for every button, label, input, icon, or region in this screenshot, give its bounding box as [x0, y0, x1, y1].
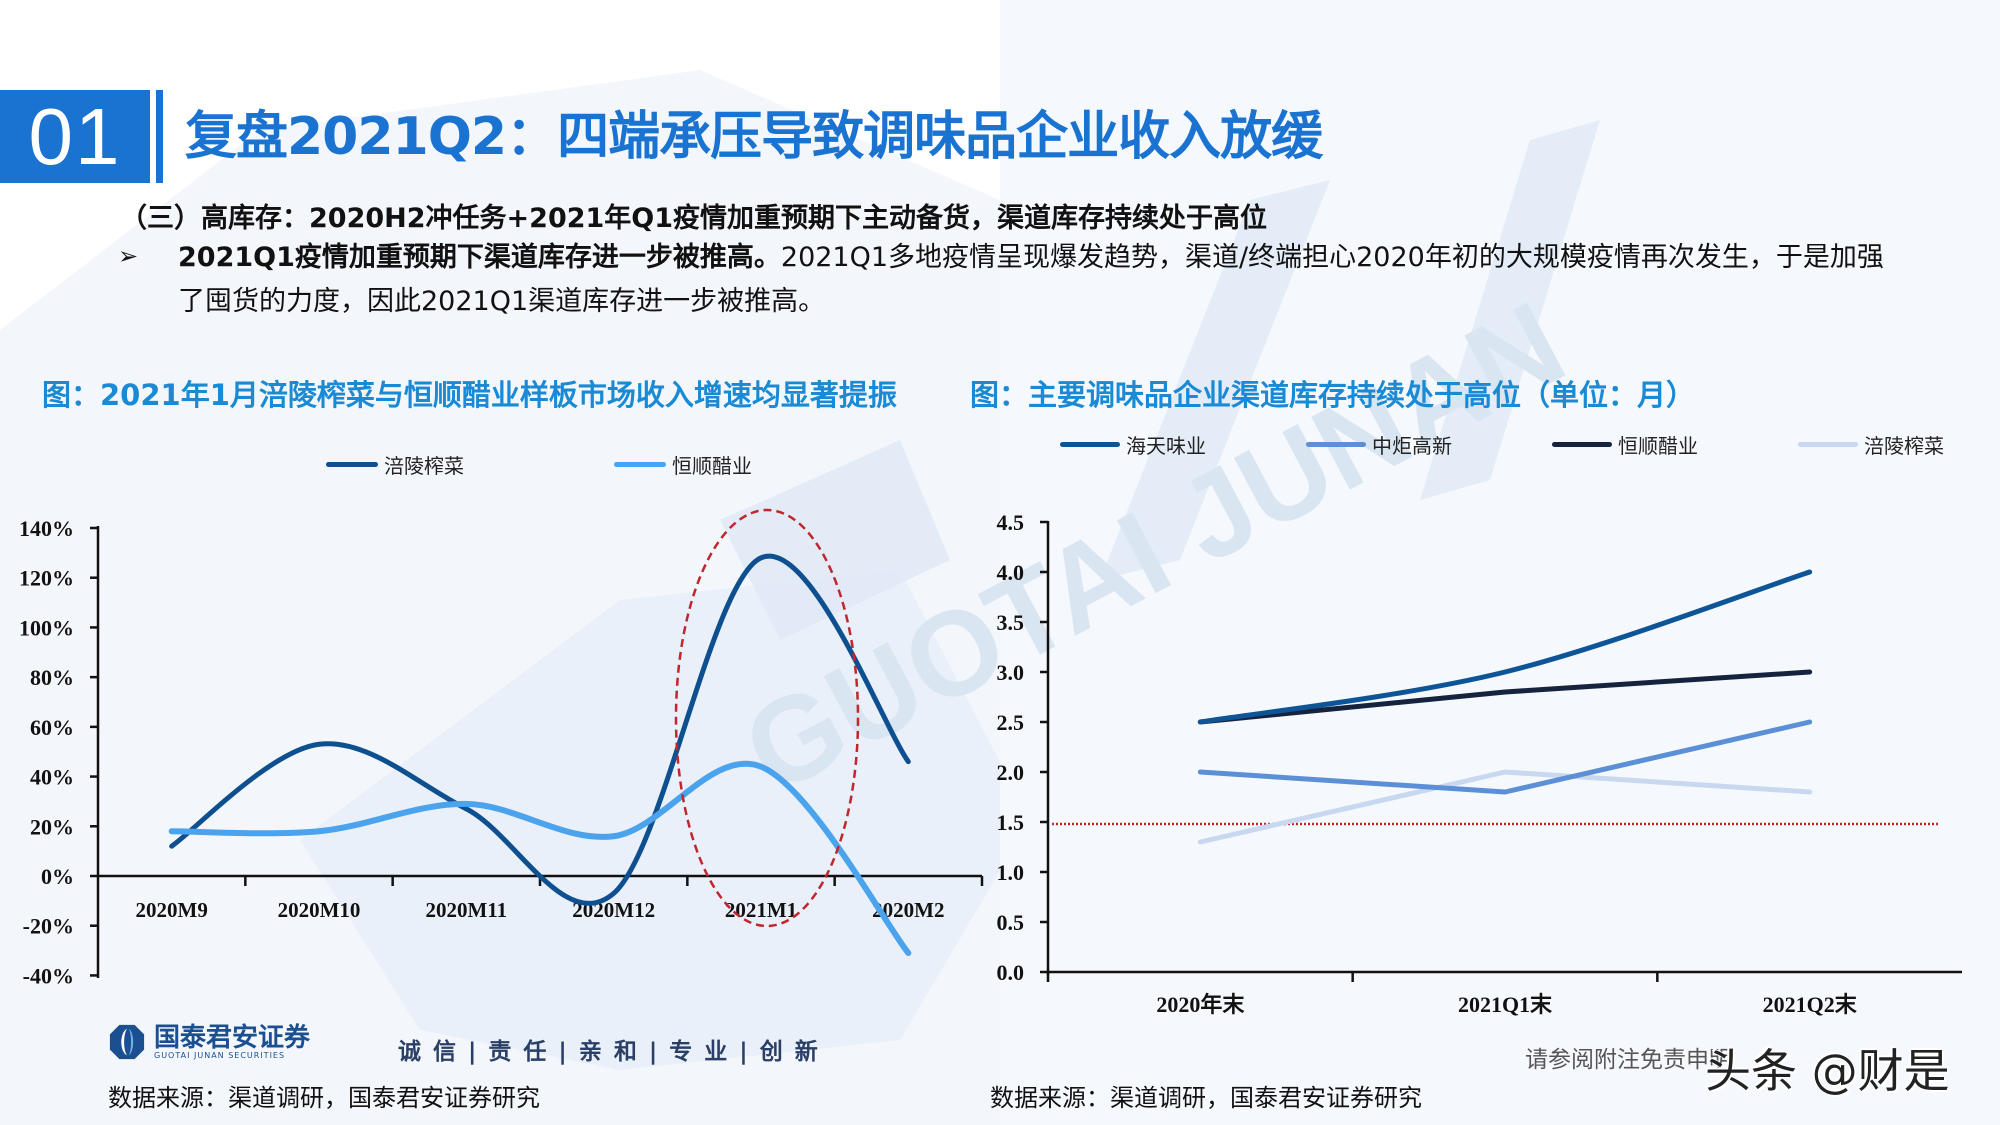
- right-line-chart: 4.54.03.53.02.52.01.51.00.50.0 2020年末 202…: [997, 510, 1962, 1017]
- svg-text:80%: 80%: [30, 665, 74, 690]
- left-data-source: 数据来源：渠道调研，国泰君安证券研究: [108, 1084, 540, 1112]
- svg-text:1.5: 1.5: [997, 810, 1025, 835]
- legend-swatch-zhongju: [1306, 442, 1366, 447]
- right-data-source: 数据来源：渠道调研，国泰君安证券研究: [990, 1084, 1422, 1112]
- bullet-arrow-icon: ➢: [118, 242, 139, 270]
- svg-text:60%: 60%: [30, 715, 74, 740]
- svg-text:-20%: -20%: [23, 914, 74, 939]
- legend-swatch-hengshun: [1552, 442, 1612, 447]
- right-chart-legend: 海天味业 中炬高新 恒顺醋业 涪陵榨菜: [1060, 430, 1994, 459]
- svg-text:120%: 120%: [19, 566, 74, 591]
- legend-item-hengshun: 恒顺醋业: [1552, 430, 1698, 459]
- highlight-ellipse: [674, 508, 860, 928]
- legend-label: 恒顺醋业: [672, 454, 752, 478]
- section-divider-bar: [156, 90, 163, 183]
- svg-text:2.5: 2.5: [997, 710, 1025, 735]
- svg-text:0.0: 0.0: [997, 960, 1025, 985]
- bullet-body: 2021Q1多地疫情呈现爆发趋势，渠道/终端担心2020年初的大规模疫情再次发生…: [178, 242, 1884, 317]
- left-x-ticks: [244, 876, 984, 886]
- legend-swatch-fuling: [326, 462, 378, 467]
- svg-text:-40%: -40%: [23, 963, 74, 988]
- svg-text:3.5: 3.5: [997, 610, 1025, 635]
- svg-text:40%: 40%: [30, 765, 74, 790]
- legend-swatch-haitian: [1060, 442, 1120, 447]
- svg-text:3.0: 3.0: [997, 660, 1025, 685]
- svg-text:2021Q2末: 2021Q2末: [1763, 992, 1858, 1017]
- left-line-chart: 140% 120% 100% 80% 60% 40% 20% 0% -20% -40% 2020M…: [19, 508, 984, 988]
- svg-text:2020M9: 2020M9: [136, 898, 208, 922]
- right-figure-title: 图：主要调味品企业渠道库存持续处于高位（单位：月）: [970, 378, 1696, 412]
- right-x-labels: 2020年末 2021Q1末 2021Q2末: [1156, 992, 1857, 1017]
- platform-watermark: 头条 @财是: [1705, 1044, 1950, 1098]
- series-line-hengshun: [168, 760, 912, 957]
- left-figure-title: 图：2021年1月涪陵榨菜与恒顺醋业样板市场收入增速均显著提振: [42, 378, 897, 412]
- svg-text:0.5: 0.5: [997, 910, 1025, 935]
- legend-label: 恒顺醋业: [1618, 434, 1698, 458]
- series-line-fuling: [169, 553, 911, 906]
- svg-text:2020M10: 2020M10: [278, 898, 361, 922]
- legend-swatch-hengshun: [614, 462, 666, 467]
- logo-english-name: GUOTAI JUNAN SECURITIES: [154, 1050, 286, 1060]
- series-line: [1197, 569, 1813, 725]
- svg-text:2.0: 2.0: [997, 760, 1025, 785]
- company-slogan: 诚 信 | 责 任 | 亲 和 | 专 业 | 创 新: [398, 1039, 820, 1065]
- legend-label: 海天味业: [1126, 434, 1206, 458]
- logo-chinese-name: 国泰君安证券: [154, 1022, 311, 1053]
- svg-text:2021M1: 2021M1: [725, 898, 797, 922]
- legend-label: 中炬高新: [1372, 434, 1452, 458]
- left-chart-legend: 涪陵榨菜 恒顺醋业: [326, 450, 802, 479]
- svg-text:0%: 0%: [41, 864, 74, 889]
- series-line: [1197, 769, 1813, 845]
- right-series-lines: [1197, 569, 1813, 845]
- bullet-paragraph: 2021Q1疫情加重预期下渠道库存进一步被推高。2021Q1多地疫情呈现爆发趋势…: [178, 236, 1898, 324]
- series-line: [1197, 719, 1813, 795]
- legend-item-hengshun: 恒顺醋业: [614, 450, 752, 479]
- svg-text:1.0: 1.0: [997, 860, 1025, 885]
- svg-text:100%: 100%: [19, 615, 74, 640]
- right-x-ticks: [1046, 972, 1659, 982]
- bullet-bold-lead: 2021Q1疫情加重预期下渠道库存进一步被推高。: [178, 242, 781, 273]
- legend-item-fuling: 涪陵榨菜: [326, 450, 464, 479]
- company-logo: 国泰君安证券 GUOTAI JUNAN SECURITIES: [108, 1022, 310, 1062]
- legend-item-fuling: 涪陵榨菜: [1798, 430, 1944, 459]
- left-x-labels: 2020M9 2020M10 2020M11 2020M12 2021M1 2020M2: [136, 898, 945, 922]
- series-line: [1197, 669, 1813, 725]
- svg-text:4.0: 4.0: [997, 560, 1025, 585]
- svg-text:20%: 20%: [30, 814, 74, 839]
- page-title: 复盘2021Q2：四端承压导致调味品企业收入放缓: [185, 107, 1323, 167]
- legend-label: 涪陵榨菜: [1864, 434, 1944, 458]
- svg-text:140%: 140%: [19, 516, 74, 541]
- right-y-ticks: 4.5 4.0 3.5 3.0 2.5 2.0 1.5 1.0 0.5 0.0: [997, 510, 1048, 985]
- svg-text:2020M11: 2020M11: [425, 898, 507, 922]
- svg-text:2020年末: 2020年末: [1156, 992, 1245, 1017]
- section-number-badge: 01: [0, 90, 150, 183]
- svg-text:4.5: 4.5: [997, 510, 1025, 535]
- legend-item-zhongju: 中炬高新: [1306, 430, 1452, 459]
- section-subheading: （三）高库存：2020H2冲任务+2021年Q1疫情加重预期下主动备货，渠道库存…: [120, 203, 1268, 234]
- svg-text:2021Q1末: 2021Q1末: [1458, 992, 1553, 1017]
- disclaimer-note: 请参阅附注免责申明: [1525, 1047, 1732, 1073]
- legend-item-haitian: 海天味业: [1060, 430, 1206, 459]
- logo-mark-icon: [109, 1024, 145, 1060]
- legend-label: 涪陵榨菜: [384, 454, 464, 478]
- left-y-ticks: 140% 120% 100% 80% 60% 40% 20% 0% -20% -40%: [19, 516, 98, 988]
- legend-swatch-fuling: [1798, 442, 1858, 447]
